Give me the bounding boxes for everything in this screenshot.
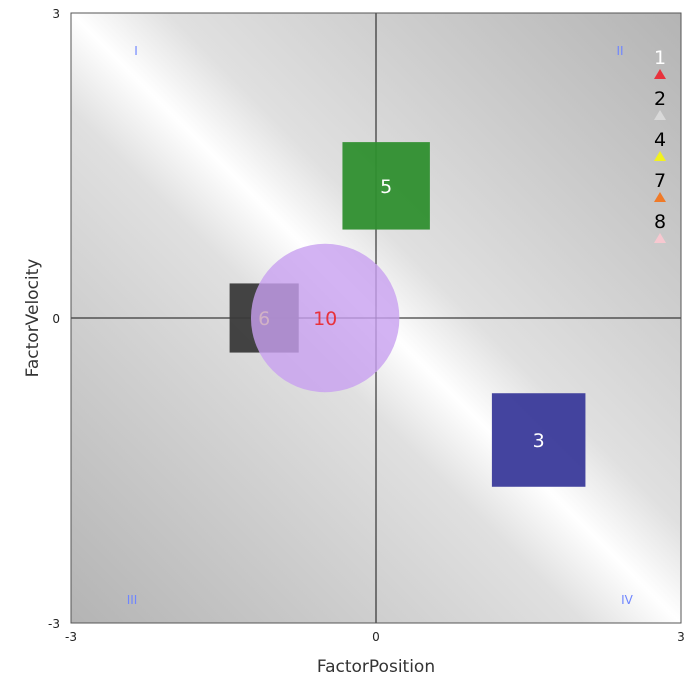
data-point-5[interactable] (342, 142, 430, 230)
x-tick-middle: 0 (372, 630, 380, 644)
quadrant-label-ii: II (616, 44, 623, 58)
legend-label-4: 4 (654, 129, 666, 151)
quadrant-label-iii: III (127, 593, 138, 607)
y-tick-middle: 0 (52, 312, 60, 326)
legend-label-1: 1 (654, 47, 666, 69)
data-point-3[interactable] (491, 393, 586, 487)
quadrant-label-iv: IV (621, 593, 634, 607)
legend-label-2: 2 (654, 88, 666, 110)
data-label-3: 3 (533, 430, 545, 452)
data-point-10[interactable] (250, 243, 400, 393)
legend-marker-1[interactable] (654, 69, 666, 79)
legend-marker-7[interactable] (654, 192, 666, 202)
legend-marker-8[interactable] (654, 233, 666, 243)
x-tick-left: -3 (65, 630, 77, 644)
data-marks: 53610 (229, 142, 586, 487)
legend-label-7: 7 (654, 170, 666, 192)
legend-marker-4[interactable] (654, 151, 666, 161)
legend-marker-2[interactable] (654, 110, 666, 120)
data-label-5: 5 (380, 176, 392, 198)
y-axis-title: FactorVelocity (23, 259, 43, 378)
legend: 1 2 4 7 8 (654, 47, 666, 243)
y-tick-bottom: -3 (48, 617, 60, 631)
x-tick-right: 3 (677, 630, 685, 644)
x-axis-title: FactorPosition (317, 657, 435, 677)
y-tick-top: 3 (52, 7, 60, 21)
plot-frame (70, 12, 682, 624)
legend-label-8: 8 (654, 211, 666, 233)
quadrant-label-i: I (134, 44, 138, 58)
data-label-10: 10 (313, 308, 337, 330)
